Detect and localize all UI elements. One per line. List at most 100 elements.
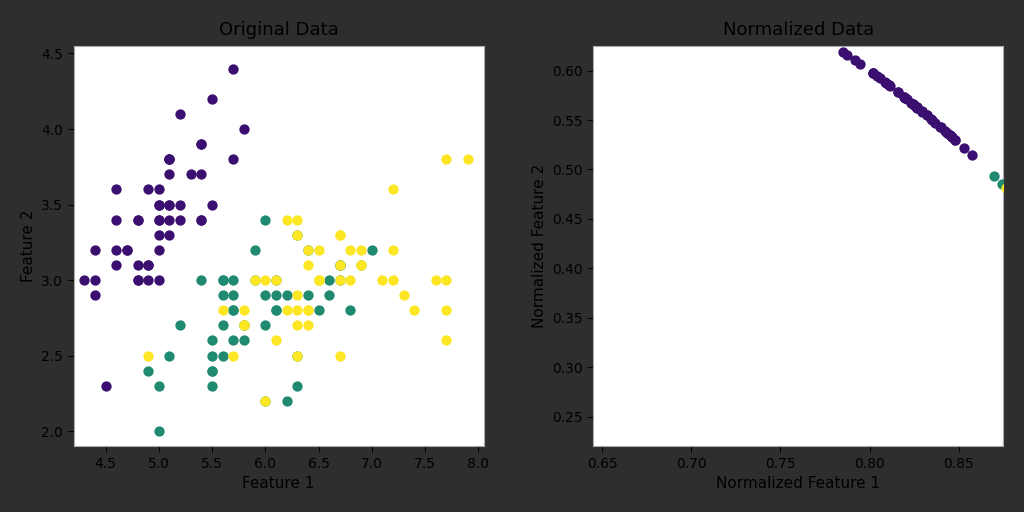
Point [864, 69, 881, 77]
Point [385, 246, 401, 254]
Point [942, 131, 958, 139]
Point [310, 276, 327, 284]
Point [964, 151, 980, 159]
Point [172, 321, 188, 329]
Point [162, 155, 178, 163]
X-axis label: Normalized Feature 1: Normalized Feature 1 [716, 476, 881, 491]
Point [289, 291, 305, 299]
Point [225, 306, 242, 314]
Point [1015, 201, 1024, 209]
Point [247, 276, 263, 284]
Point [332, 351, 348, 359]
Point [332, 230, 348, 239]
Point [919, 111, 935, 119]
Point [1017, 204, 1024, 212]
Point [897, 94, 913, 102]
Point [353, 261, 370, 269]
Point [353, 261, 370, 269]
Point [947, 136, 964, 144]
Point [194, 170, 210, 178]
Point [332, 276, 348, 284]
Point [877, 78, 893, 87]
Point [353, 261, 370, 269]
Point [162, 170, 178, 178]
Point [438, 336, 455, 345]
Point [204, 336, 220, 345]
Point [871, 74, 888, 82]
Point [332, 261, 348, 269]
Point [194, 216, 210, 224]
Point [905, 100, 922, 109]
Point [204, 381, 220, 390]
Point [1004, 190, 1020, 198]
Point [76, 276, 92, 284]
Point [944, 133, 961, 141]
Point [1002, 188, 1019, 197]
Point [151, 216, 167, 224]
Point [162, 216, 178, 224]
Point [162, 155, 178, 163]
Point [247, 246, 263, 254]
Point [933, 123, 949, 132]
Point [204, 367, 220, 375]
Point [846, 56, 862, 64]
Point [109, 216, 125, 224]
Point [300, 246, 316, 254]
Point [279, 291, 295, 299]
Point [236, 306, 252, 314]
Point [879, 79, 895, 88]
Point [342, 246, 358, 254]
Point [909, 104, 926, 112]
Point [236, 125, 252, 133]
Point [1018, 205, 1024, 214]
Point [172, 200, 188, 208]
Point [162, 200, 178, 208]
Point [385, 185, 401, 194]
X-axis label: Feature 1: Feature 1 [243, 476, 314, 491]
Y-axis label: Normalized Feature 2: Normalized Feature 2 [531, 164, 547, 328]
Point [986, 172, 1002, 180]
Point [364, 246, 380, 254]
Point [109, 246, 125, 254]
Point [129, 216, 145, 224]
Point [909, 104, 926, 112]
Point [1023, 210, 1024, 218]
Point [140, 367, 157, 375]
Point [908, 103, 925, 112]
Point [225, 306, 242, 314]
Point [913, 107, 930, 115]
Point [129, 276, 145, 284]
Point [427, 276, 443, 284]
Point [332, 230, 348, 239]
Point [129, 216, 145, 224]
Point [289, 351, 305, 359]
Point [353, 246, 370, 254]
Point [385, 276, 401, 284]
Point [905, 100, 922, 109]
Point [300, 321, 316, 329]
Point [215, 306, 231, 314]
Point [151, 216, 167, 224]
Point [172, 110, 188, 118]
Point [129, 276, 145, 284]
Point [151, 381, 167, 390]
Point [236, 336, 252, 345]
Point [438, 155, 455, 163]
Point [942, 131, 958, 139]
Point [903, 98, 920, 106]
Point [151, 185, 167, 194]
Point [407, 306, 423, 314]
Point [1007, 193, 1023, 201]
Y-axis label: Feature 2: Feature 2 [20, 210, 36, 282]
Point [289, 230, 305, 239]
Point [267, 306, 284, 314]
Point [257, 397, 273, 405]
Point [908, 103, 925, 111]
Point [914, 108, 931, 116]
Point [310, 276, 327, 284]
Point [310, 276, 327, 284]
Point [882, 82, 898, 90]
Point [267, 291, 284, 299]
Point [310, 306, 327, 314]
Point [289, 351, 305, 359]
